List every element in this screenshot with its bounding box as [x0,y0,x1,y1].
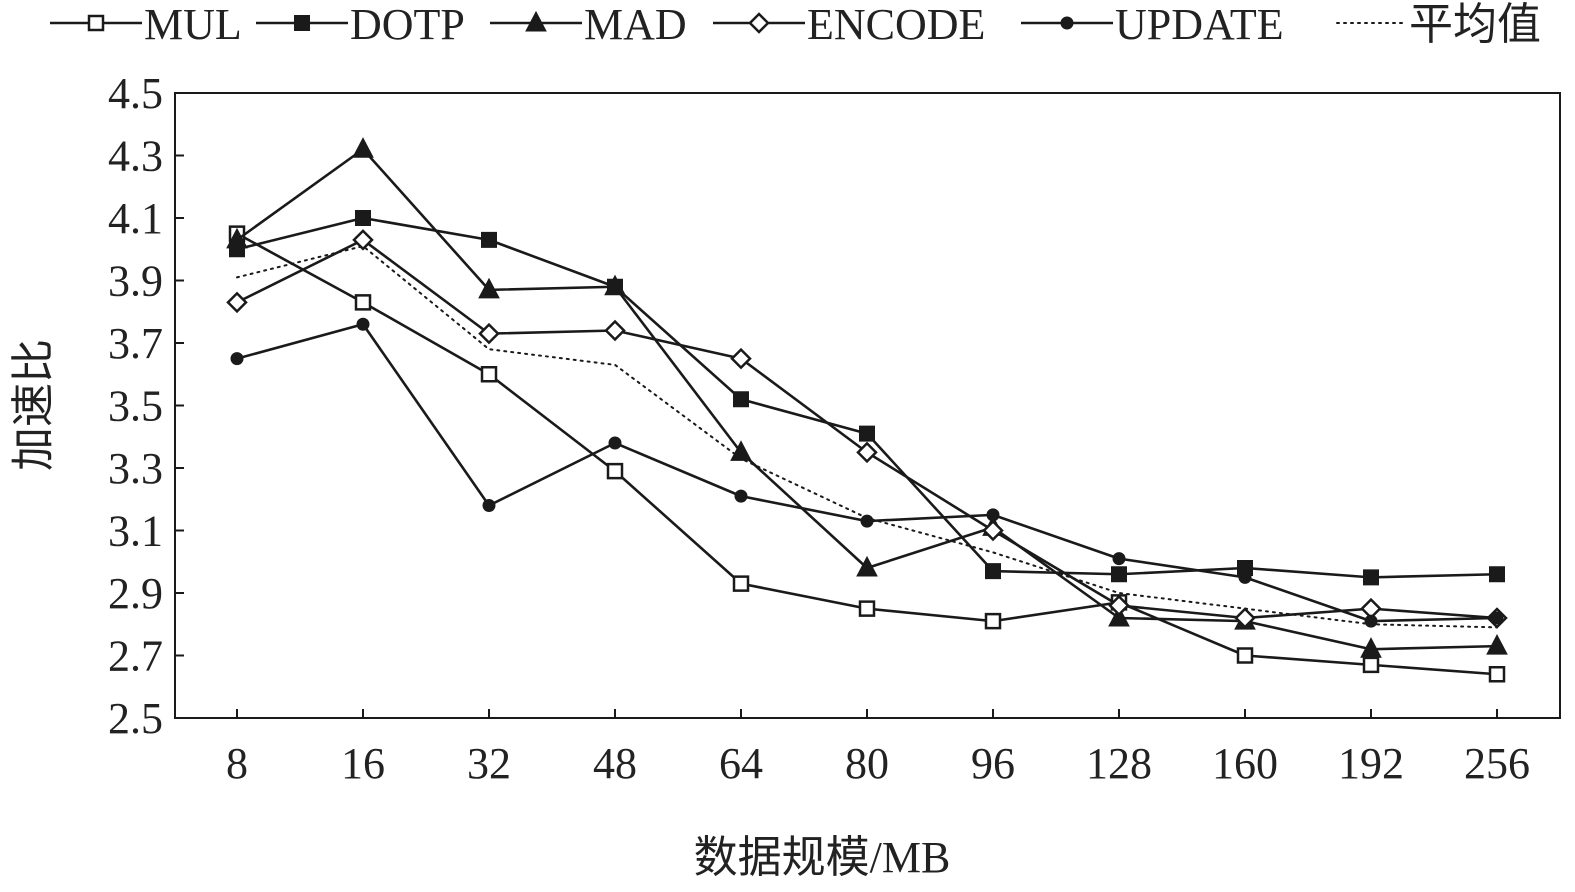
y-tick-label: 2.5 [108,694,163,743]
data-point [608,436,622,450]
legend-item-dotp: DOTP [256,0,465,49]
legend-item-mul: MUL [50,0,242,49]
legend-marker [1060,16,1074,30]
data-point [856,441,878,464]
data-point [1362,656,1380,674]
data-point [226,227,248,249]
x-tick-label: 8 [226,739,248,788]
y-tick-label: 2.9 [108,569,163,618]
data-point [604,319,626,342]
data-point [352,229,374,251]
legend-item-encode: ENCODE [713,0,985,49]
legend-label: DOTP [350,0,465,49]
data-point [982,519,1004,542]
data-point [730,440,752,461]
x-tick-label: 96 [971,739,1015,788]
legend-label: ENCODE [807,0,985,49]
x-tick-label: 80 [845,739,889,788]
data-point [1489,566,1505,583]
data-point [858,600,876,617]
legend-label: MAD [584,0,687,49]
y-axis-title: 加速比 [9,339,58,471]
y-tick-label: 3.3 [108,444,163,493]
x-tick-label: 48 [593,739,637,788]
x-tick-label: 192 [1338,739,1404,788]
data-point [730,347,752,370]
data-point [1238,570,1252,584]
legend-marker [294,15,310,31]
data-point [856,555,878,577]
x-tick-label: 64 [719,739,763,788]
series-layer [226,137,1508,683]
legend-label: MUL [144,0,242,49]
x-tick-label: 128 [1086,739,1152,788]
series-mad [226,137,1508,658]
y-tick-label: 3.1 [108,507,163,556]
data-point [734,489,748,503]
data-point [1364,614,1378,628]
data-point [1490,611,1504,625]
data-point [1486,634,1508,655]
data-point [356,317,370,331]
x-tick-label: 32 [467,739,511,788]
data-point [860,514,874,528]
x-tick-label: 256 [1464,739,1530,788]
data-point [352,137,374,158]
y-tick-label: 4.3 [108,132,163,181]
series-mul [228,225,1506,683]
data-point [1108,594,1130,617]
series-line [236,322,1498,623]
legend-marker [525,10,547,32]
data-point [1360,637,1382,658]
y-tick-label: 3.7 [108,319,163,368]
data-point [478,277,500,299]
data-point [226,291,248,314]
x-axis-title: 数据规模/MB [694,833,951,882]
y-tick-label: 4.1 [108,194,163,243]
data-point [478,322,500,345]
data-point [354,294,372,311]
data-point [482,499,496,512]
legend-marker [87,14,105,32]
data-point [1108,605,1130,627]
data-point [733,391,749,408]
data-point [1363,569,1379,586]
legend-label: UPDATE [1115,0,1284,49]
legend-item-avg: 平均值 [1336,0,1541,49]
series-dotp [229,210,1505,586]
legend-item-mad: MAD [490,0,687,49]
x-tick-label: 160 [1212,739,1278,788]
data-point [481,231,497,248]
y-tick-label: 3.9 [108,257,163,306]
data-point [859,425,875,442]
data-point [604,274,626,296]
data-point [1488,666,1506,683]
data-point [230,352,244,366]
legend: MUL DOTP MAD ENCODE UPDATE 平均值 [50,0,1541,49]
y-tick-label: 3.5 [108,382,163,431]
y-axis: 2.5 2.7 2.9 3.1 3.3 3.5 3.7 3.9 4.1 4.3 4.5 [108,69,184,743]
data-point [984,612,1002,630]
legend-item-update: UPDATE [1021,0,1284,49]
data-point [732,575,750,592]
data-point [355,210,371,226]
data-point [986,508,1000,522]
series-update [230,317,1504,628]
legend-label: 平均值 [1409,0,1541,49]
data-point [606,462,624,480]
y-tick-label: 4.5 [108,69,163,118]
y-tick-label: 2.7 [108,632,163,681]
data-point [1111,566,1127,583]
data-point [1236,647,1254,664]
x-tick-label: 16 [341,739,385,788]
legend-marker [748,12,770,34]
data-point [985,563,1001,580]
data-point [1234,607,1256,629]
data-point [480,366,498,383]
data-point [1112,552,1126,566]
x-axis: 8 16 32 48 64 80 96 128 160 192 256 [226,709,1530,788]
plot-area-frame [174,92,1561,719]
